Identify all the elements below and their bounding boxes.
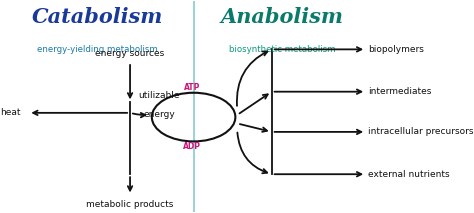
Text: biosynthetic metabolism: biosynthetic metabolism	[229, 45, 336, 54]
Text: ADP: ADP	[183, 142, 201, 151]
Text: Catabolism: Catabolism	[32, 7, 163, 27]
Text: energy sources: energy sources	[95, 49, 164, 58]
Text: intracellular precursors: intracellular precursors	[368, 127, 474, 136]
Text: biopolymers: biopolymers	[368, 45, 424, 54]
Text: energy-yielding metabolism: energy-yielding metabolism	[37, 45, 158, 54]
Text: energy: energy	[143, 110, 175, 119]
Text: external nutrients: external nutrients	[368, 170, 449, 179]
Text: utilizable: utilizable	[138, 91, 180, 100]
Text: metabolic products: metabolic products	[86, 200, 174, 209]
Text: Anabolism: Anabolism	[221, 7, 344, 27]
Text: intermediates: intermediates	[368, 87, 431, 96]
Text: heat: heat	[0, 108, 21, 117]
Text: ATP: ATP	[183, 83, 200, 92]
